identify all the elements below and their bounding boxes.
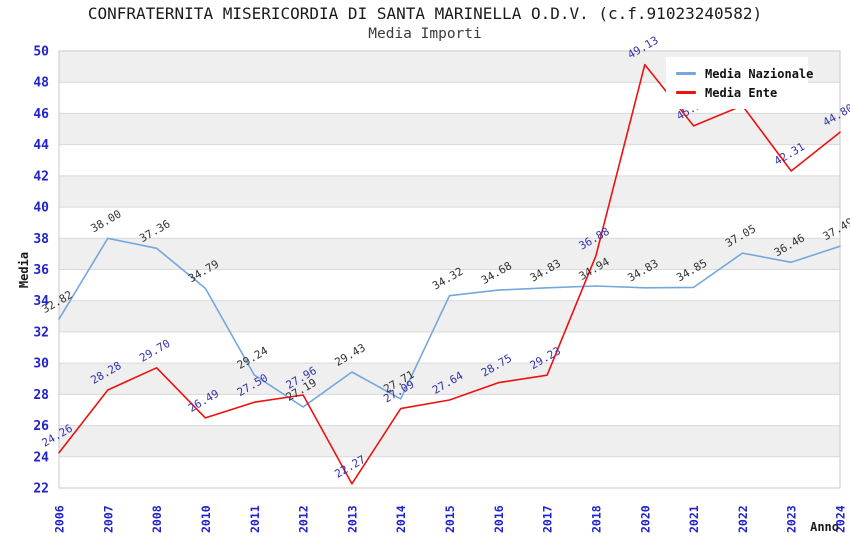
- x-tick-label: 2012: [297, 505, 311, 533]
- y-tick-label: 48: [33, 76, 49, 91]
- grid-band: [59, 331, 840, 364]
- y-tick-label: 46: [33, 107, 49, 122]
- y-tick-label: 50: [33, 45, 49, 60]
- y-tick-label: 32: [33, 325, 49, 340]
- y-tick-label: 24: [33, 450, 49, 465]
- x-tick-label: 2016: [492, 505, 506, 533]
- legend: Media Nazionale Media Ente: [666, 57, 813, 109]
- legend-item-media-nazionale: Media Nazionale: [676, 64, 813, 83]
- grid-band: [59, 394, 840, 426]
- grid-band: [59, 113, 840, 145]
- y-tick-label: 38: [33, 232, 49, 247]
- legend-label-media-nazionale: Media Nazionale: [705, 66, 814, 81]
- x-tick-label: 2018: [589, 505, 603, 533]
- x-tick-label: 2013: [345, 505, 359, 533]
- x-tick-label: 2020: [638, 505, 652, 533]
- x-tick-label: 2015: [443, 505, 457, 533]
- y-tick-label: 42: [33, 169, 49, 184]
- x-tick-label: 2017: [541, 505, 555, 533]
- legend-swatch-media-nazionale-icon: [676, 72, 696, 75]
- grid-band: [59, 144, 840, 176]
- series-line-media-nazionale: [58, 237, 841, 408]
- x-tick-label: 2023: [785, 505, 799, 533]
- y-axis-title: Media: [17, 252, 31, 288]
- grid-band: [59, 300, 840, 332]
- x-tick-label: 2011: [248, 505, 262, 533]
- x-tick-label: 2010: [199, 505, 213, 533]
- y-tick-label: 26: [33, 419, 49, 434]
- y-tick-label: 28: [33, 388, 49, 403]
- x-axis-title: Anno: [810, 520, 839, 534]
- grid-band: [59, 207, 840, 239]
- grid-band: [59, 425, 840, 457]
- chart-title: CONFRATERNITA MISERICORDIA DI SANTA MARI…: [87, 4, 763, 23]
- x-tick-label: 2021: [687, 505, 701, 533]
- series-line-media-ente: [58, 63, 841, 485]
- legend-label-media-ente: Media Ente: [705, 85, 778, 100]
- plot-border: [58, 50, 841, 489]
- grid-band: [59, 456, 840, 488]
- y-tick-label: 36: [33, 263, 49, 278]
- x-tick-label: 2006: [53, 505, 67, 533]
- y-tick-label: 44: [33, 138, 49, 153]
- chart-subtitle: Media Importi: [368, 26, 482, 42]
- x-tick-label: 2014: [394, 505, 408, 533]
- legend-item-media-ente: Media Ente: [676, 83, 800, 102]
- x-tick-label: 2008: [150, 505, 164, 533]
- legend-swatch-media-ente-icon: [676, 91, 696, 94]
- y-tick-label: 34: [33, 294, 49, 309]
- y-tick-label: 30: [33, 357, 49, 372]
- y-tick-label: 40: [33, 201, 49, 216]
- grid-band: [59, 238, 840, 270]
- grid-band: [59, 363, 840, 395]
- y-tick-label: 22: [33, 482, 49, 497]
- grid-band: [59, 175, 840, 208]
- x-tick-label: 2022: [736, 505, 750, 533]
- x-tick-label: 2007: [101, 505, 115, 533]
- x-tick-label: 2024: [834, 505, 848, 533]
